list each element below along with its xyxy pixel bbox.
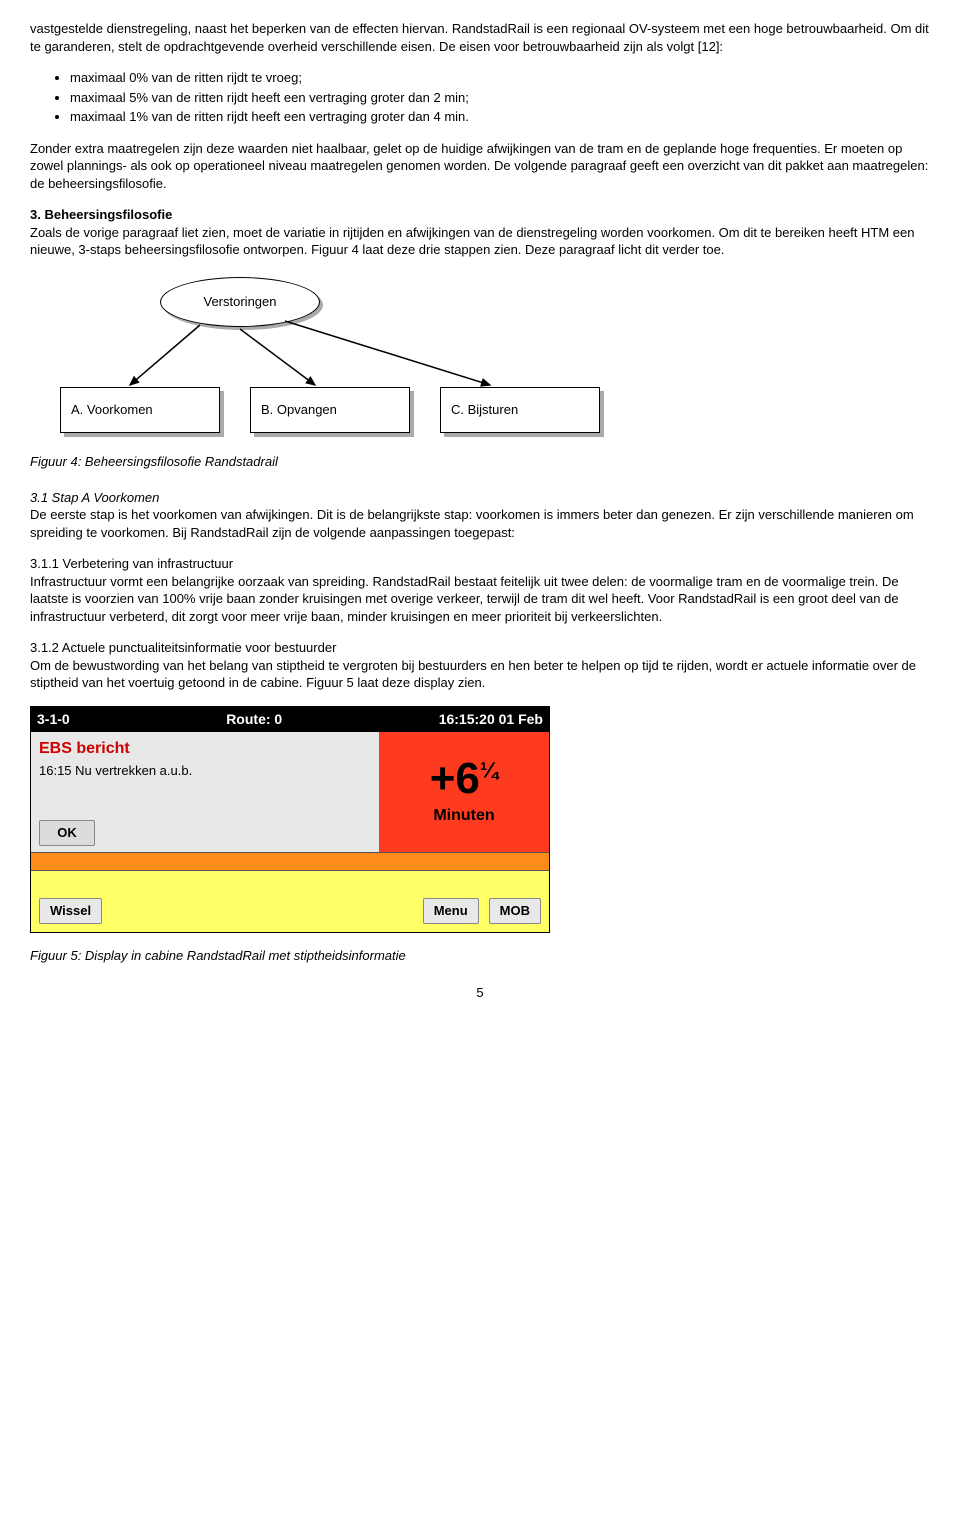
list-item: maximaal 5% van de ritten rijdt heeft ee… — [70, 89, 930, 107]
list-item: maximaal 0% van de ritten rijdt te vroeg… — [70, 69, 930, 87]
display-ebs-label: EBS bericht — [39, 738, 371, 760]
requirements-list: maximaal 0% van de ritten rijdt te vroeg… — [70, 69, 930, 126]
intro-paragraph-2: Zonder extra maatregelen zijn deze waard… — [30, 140, 930, 193]
page-number: 5 — [30, 984, 930, 1002]
figure-4-diagram: Verstoringen A. Voorkomen B. Opvangen C.… — [60, 277, 930, 447]
display-header-left: 3-1-0 — [37, 710, 70, 729]
display-ok-button[interactable]: OK — [39, 820, 95, 846]
display-mob-button[interactable]: MOB — [489, 898, 541, 924]
display-header-datetime: 16:15:20 01 Feb — [439, 710, 543, 729]
display-button-bar: Wissel Menu MOB — [31, 870, 549, 932]
display-orange-bar — [31, 852, 549, 870]
figure-4-caption: Figuur 4: Beheersingsfilosofie Randstadr… — [30, 453, 930, 471]
display-delay-panel: +6¼ Minuten — [379, 732, 549, 852]
display-minutes-label: Minuten — [433, 805, 494, 827]
section-3-1-body: De eerste stap is het voorkomen van afwi… — [30, 507, 914, 540]
section-3-1-1-title: 3.1.1 Verbetering van infrastructuur — [30, 556, 233, 571]
section-3-1-2-title: 3.1.2 Actuele punctualiteitsinformatie v… — [30, 640, 336, 655]
display-header: 3-1-0 Route: 0 16:15:20 01 Feb — [31, 707, 549, 732]
section-3-1-2-body: Om de bewustwording van het belang van s… — [30, 658, 916, 691]
section-3-1-title: 3.1 Stap A Voorkomen — [30, 490, 159, 505]
display-menu-button[interactable]: Menu — [423, 898, 479, 924]
section-3-title: 3. Beheersingsfilosofie — [30, 207, 172, 222]
display-message-panel: EBS bericht 16:15 Nu vertrekken a.u.b. O… — [31, 732, 379, 852]
section-3-body: Zoals de vorige paragraaf liet zien, moe… — [30, 225, 914, 258]
figure-5-caption: Figuur 5: Display in cabine RandstadRail… — [30, 947, 930, 965]
intro-paragraph-1: vastgestelde dienstregeling, naast het b… — [30, 20, 930, 55]
display-delay-value: +6¼ — [430, 757, 499, 801]
list-item: maximaal 1% van de ritten rijdt heeft ee… — [70, 108, 930, 126]
display-wissel-button[interactable]: Wissel — [39, 898, 102, 924]
figure-5-display: 3-1-0 Route: 0 16:15:20 01 Feb EBS beric… — [30, 706, 550, 933]
display-header-route: Route: 0 — [226, 710, 282, 729]
display-message-text: 16:15 Nu vertrekken a.u.b. — [39, 762, 371, 780]
section-3-1-1-body: Infrastructuur vormt een belangrijke oor… — [30, 574, 899, 624]
